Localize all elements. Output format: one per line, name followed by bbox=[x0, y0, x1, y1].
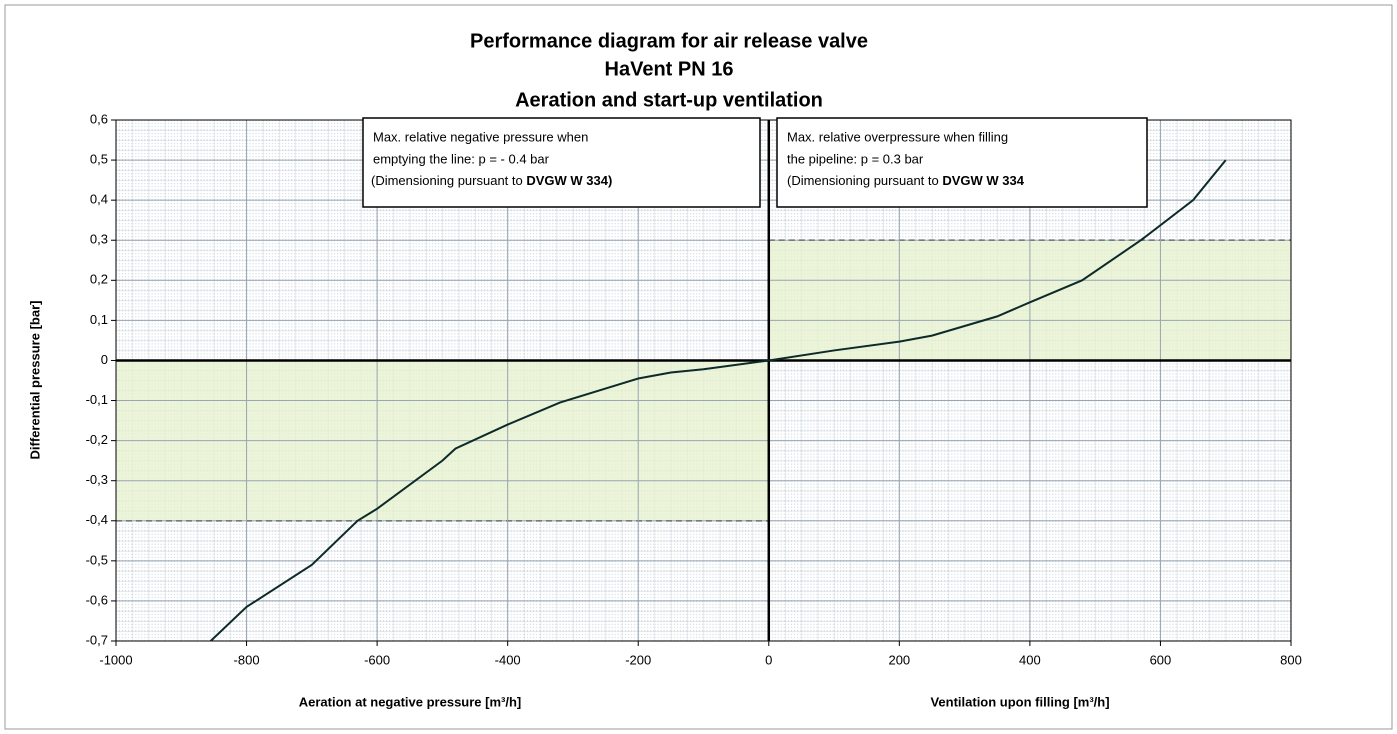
y-axis-label: Differential pressure [bar] bbox=[27, 301, 42, 460]
y-tick-label: 0,4 bbox=[90, 192, 108, 207]
annotation-box bbox=[362, 117, 761, 208]
annotation-text: (Dimensioning pursuant to DVGW W 334 bbox=[787, 173, 1025, 188]
annotation-box bbox=[776, 117, 1148, 208]
annotation-text: DVGW W 334) bbox=[526, 173, 612, 188]
annotation-text: DVGW W 334 bbox=[942, 173, 1024, 188]
x-tick-label: -200 bbox=[625, 652, 651, 667]
y-tick-label: 0,5 bbox=[90, 152, 108, 167]
x-axis-label: Aeration at negative pressure [m³/h] bbox=[299, 694, 522, 709]
x-tick-label: 600 bbox=[1150, 652, 1172, 667]
title: Performance diagram for air release valv… bbox=[470, 30, 868, 52]
annotation-text: Max. relative overpressure when filling bbox=[787, 129, 1008, 144]
y-tick-label: 0,1 bbox=[90, 312, 108, 327]
y-tick-label: 0 bbox=[101, 352, 108, 367]
y-tick-label: -0,7 bbox=[86, 632, 108, 647]
y-tick-label: 0,3 bbox=[90, 232, 108, 247]
curve bbox=[209, 159, 1227, 642]
y-tick-label: -0,1 bbox=[86, 392, 108, 407]
y-tick-label: -0,4 bbox=[86, 512, 108, 527]
y-tick-label: -0,5 bbox=[86, 552, 108, 567]
annotation-text: the pipeline: p = 0.3 bar bbox=[787, 151, 924, 166]
annotation-text: (Dimensioning pursuant to bbox=[787, 173, 942, 188]
title: HaVent PN 16 bbox=[605, 58, 734, 80]
y-tick-label: 0,6 bbox=[90, 111, 108, 126]
annotation-text: emptying the line: p = - 0.4 bar bbox=[373, 151, 550, 166]
title: Aeration and start-up ventilation bbox=[515, 89, 823, 111]
x-tick-label: -600 bbox=[364, 652, 390, 667]
y-tick-label: -0,2 bbox=[86, 432, 108, 447]
x-tick-label: 400 bbox=[1019, 652, 1041, 667]
x-axis-label: Ventilation upon filling [m³/h] bbox=[930, 694, 1109, 709]
annotation-text: (Dimensioning pursuant to DVGW W 334) bbox=[371, 173, 612, 188]
x-tick-label: -1000 bbox=[99, 652, 132, 667]
x-tick-label: -400 bbox=[495, 652, 521, 667]
annotation-text: (Dimensioning pursuant to bbox=[371, 173, 526, 188]
y-tick-label: 0,2 bbox=[90, 272, 108, 287]
x-tick-label: 800 bbox=[1280, 652, 1302, 667]
x-tick-label: 0 bbox=[765, 652, 772, 667]
y-tick-label: -0,6 bbox=[86, 592, 108, 607]
x-tick-label: 200 bbox=[888, 652, 910, 667]
annotation-text: Max. relative negative pressure when bbox=[373, 129, 588, 144]
x-tick-label: -800 bbox=[234, 652, 260, 667]
y-tick-label: -0,3 bbox=[86, 472, 108, 487]
